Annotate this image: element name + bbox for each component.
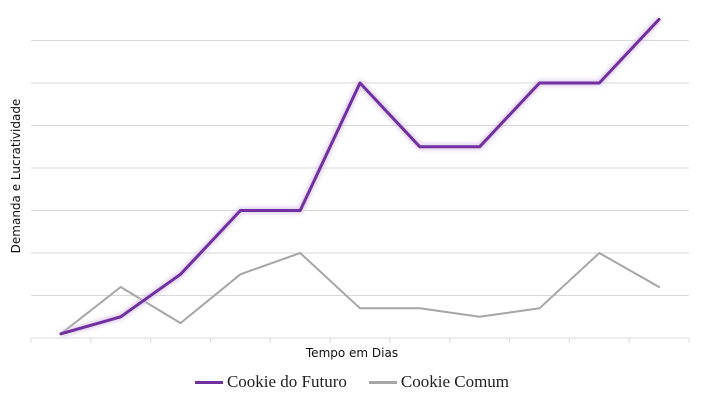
legend: Cookie do Futuro Cookie Comum xyxy=(0,370,704,394)
legend-label: Cookie Comum xyxy=(400,372,510,391)
legend-label: Cookie do Futuro xyxy=(226,372,347,391)
legend-swatch xyxy=(194,380,223,384)
legend-item-series-0: Cookie do Futuro xyxy=(194,372,347,392)
legend-item-series-1: Cookie Comum xyxy=(368,372,510,392)
y-axis-label: Demanda e Lucratividade xyxy=(9,98,23,254)
series-layer xyxy=(59,17,662,337)
x-axis-label: Tempo em Dias xyxy=(305,346,399,360)
series-line-cookie-do-futuro xyxy=(59,17,661,336)
series-line-glow-0 xyxy=(60,17,662,337)
series-line-cookie-comum xyxy=(59,252,661,335)
x-axis xyxy=(30,337,690,343)
gridlines xyxy=(31,40,689,296)
legend-swatch xyxy=(368,380,397,384)
